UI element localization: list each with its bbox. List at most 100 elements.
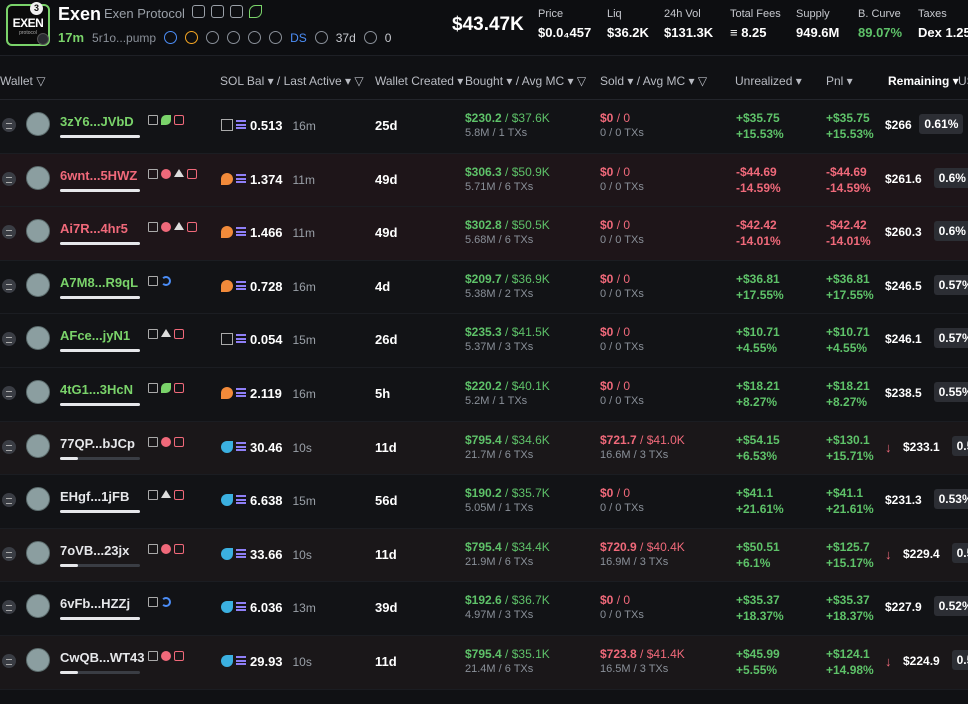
wallet-address[interactable]: Ai7R...4hr5 [60,221,128,237]
avatar[interactable] [26,433,50,458]
dot-icon[interactable] [160,222,171,233]
row-menu-icon[interactable] [2,653,16,668]
stack-icon[interactable] [173,436,184,447]
pen-icon[interactable] [147,382,158,393]
user-icon[interactable] [164,31,178,44]
row-menu-icon[interactable] [2,493,16,508]
stack-icon[interactable] [186,222,197,233]
wallet-address[interactable]: EHgf...1jFB [60,489,130,505]
row-menu-icon[interactable] [2,118,16,132]
wave-icon[interactable] [160,275,171,286]
pen-icon[interactable] [147,543,158,554]
col-wallet-created[interactable]: Wallet Created ▾ [375,74,464,88]
col-extra[interactable]: US [958,74,968,88]
warning-icon[interactable] [185,31,199,44]
pen-icon[interactable] [147,597,158,608]
avatar[interactable] [26,219,50,244]
wallet-address[interactable]: 6vFb...HZZj [60,596,131,612]
stack-icon[interactable] [173,543,184,554]
chat-icon[interactable] [248,31,262,44]
avatar[interactable] [26,487,50,512]
pen-icon[interactable] [147,168,158,179]
table-row[interactable]: 3zY6...JVbD 0.513 16m 25d $230.2 / $37.6… [0,100,968,154]
wallet-address[interactable]: A7M8...R9qL [60,274,139,290]
share-icon[interactable] [230,5,243,18]
row-menu-icon[interactable] [2,546,16,561]
dot-icon[interactable] [160,436,171,447]
avatar[interactable] [26,379,50,404]
avatar[interactable] [26,272,50,297]
wave-icon[interactable] [160,597,171,608]
stack-icon[interactable] [173,329,184,340]
stack-icon[interactable] [186,168,197,179]
col-sol-balance[interactable]: SOL Bal ▾ / Last Active ▾ ▽ [220,74,364,88]
tri-icon[interactable] [160,329,171,338]
col-wallet[interactable]: Wallet ▽ [0,74,46,88]
wallet-address[interactable]: 77QP...bJCp [60,435,135,451]
row-menu-icon[interactable] [2,278,16,293]
copy-icon[interactable] [211,5,224,18]
row-menu-icon[interactable] [2,439,16,454]
leaf-icon[interactable] [160,115,171,125]
stack-icon[interactable] [173,115,184,125]
pen-icon[interactable] [147,490,158,501]
wallet-address[interactable]: CwQB...WT43 [60,649,145,665]
wallet-address[interactable]: 3zY6...JVbD [60,114,134,129]
table-row[interactable]: AFce...jyN1 0.054 15m 26d $235.3 / $41.5… [0,314,968,368]
pen-icon[interactable] [147,222,158,233]
avatar[interactable] [26,165,50,190]
avatar[interactable] [26,112,50,136]
coin-icon[interactable] [314,31,328,44]
col-pnl[interactable]: Pnl ▾ [826,74,853,88]
avatar[interactable] [26,326,50,351]
token-logo[interactable]: EXEN protocol [6,4,50,46]
leaf-icon[interactable] [160,382,171,393]
dot-icon[interactable] [160,543,171,554]
globe-2-icon[interactable] [227,31,241,44]
wallet-address[interactable]: AFce...jyN1 [60,328,131,344]
row-menu-icon[interactable] [2,600,16,615]
row-menu-icon[interactable] [2,385,16,400]
table-row[interactable]: 6wnt...5HWZ 1.374 11m 49d $306.3 / $50.9… [0,153,968,208]
globe-icon[interactable] [206,31,220,44]
tri-icon[interactable] [160,490,171,499]
token-address[interactable]: 5r1o...pump [92,30,157,45]
pen-icon[interactable] [147,650,158,661]
search-icon[interactable] [269,31,283,44]
pen-icon[interactable] [147,115,158,125]
dot-icon[interactable] [160,168,171,179]
avatar[interactable] [26,647,50,672]
pin-icon[interactable] [37,33,49,45]
wallet-address[interactable]: 4tG1...3HcN [60,381,133,397]
table-row[interactable]: 6vFb...HZZj 6.036 13m 39d $192.6 / $36.7… [0,582,968,636]
table-row[interactable]: 7oVB...23jx 33.66 10s 11d $795.4 / $34.4… [0,528,968,583]
stack-icon[interactable] [173,490,184,501]
table-row[interactable]: 4tG1...3HcN 2.119 16m 5h $220.2 / $40.1K… [0,367,968,422]
row-menu-icon[interactable] [2,332,16,347]
pen-icon[interactable] [147,329,158,340]
pen-icon[interactable] [147,436,158,447]
row-menu-icon[interactable] [2,171,16,186]
row-menu-icon[interactable] [2,225,16,240]
table-row[interactable]: CwQB...WT43 29.93 10s 11d $795.4 / $35.1… [0,635,968,690]
col-unrealized[interactable]: Unrealized ▾ [735,74,802,88]
dexscreener-link[interactable]: DS [290,30,307,45]
tri-icon[interactable] [173,222,184,231]
dot-icon[interactable] [160,650,171,661]
col-bought[interactable]: Bought ▾ / Avg MC ▾ ▽ [465,74,587,88]
wallet-address[interactable]: 6wnt...5HWZ [60,167,138,183]
table-row[interactable]: EHgf...1jFB 6.638 15m 56d $190.2 / $35.7… [0,475,968,529]
avatar[interactable] [26,540,50,565]
table-row[interactable]: A7M8...R9qL 0.728 16m 4d $209.7 / $36.9K… [0,260,968,315]
wallet-address[interactable]: 7oVB...23jx [60,542,130,558]
col-remaining[interactable]: Remaining ▾ [888,74,959,88]
pen-icon[interactable] [147,275,158,286]
leaf-icon[interactable] [249,5,262,18]
stack-icon[interactable] [173,382,184,393]
table-row[interactable]: Ai7R...4hr5 1.466 11m 49d $302.8 / $50.5… [0,207,968,261]
tri-icon[interactable] [173,168,184,177]
crown-icon[interactable] [363,31,377,44]
stack-icon[interactable] [173,650,184,661]
avatar[interactable] [26,594,50,619]
edit-icon[interactable] [192,5,205,18]
